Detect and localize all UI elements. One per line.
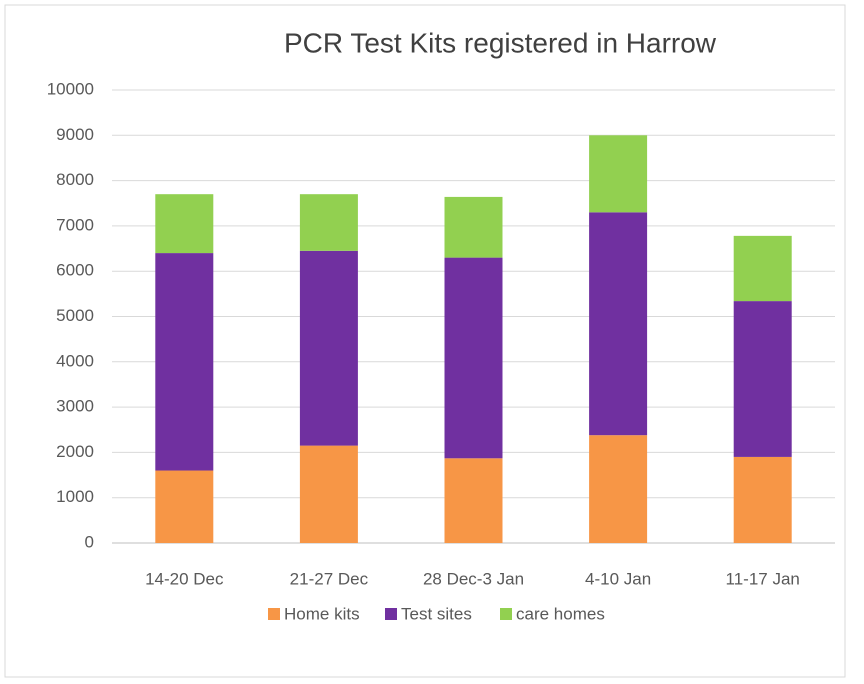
bar-segment — [299, 445, 358, 543]
x-tick-label: 14-20 Dec — [145, 569, 224, 588]
y-tick-label: 4000 — [56, 351, 94, 370]
bar-segment — [155, 470, 214, 543]
bar-segment — [589, 135, 648, 213]
legend-label: Test sites — [401, 604, 472, 623]
bar-segment — [444, 257, 503, 459]
y-tick-label: 6000 — [56, 261, 94, 280]
bar-segment — [733, 235, 792, 302]
bar-segment — [155, 194, 214, 254]
legend-swatch — [500, 608, 512, 620]
x-tick-label: 21-27 Dec — [290, 569, 369, 588]
bar-segment — [444, 196, 503, 258]
y-tick-label: 0 — [85, 532, 94, 551]
bar-segment — [589, 212, 648, 436]
y-tick-label: 10000 — [47, 79, 94, 98]
chart-title: PCR Test Kits registered in Harrow — [284, 27, 717, 58]
x-tick-label: 11-17 Jan — [726, 569, 800, 588]
bar-segment — [155, 253, 214, 471]
y-tick-label: 2000 — [56, 442, 94, 461]
legend-swatch — [268, 608, 280, 620]
y-tick-label: 7000 — [56, 215, 94, 234]
legend-label: Home kits — [284, 604, 360, 623]
chart-frame — [4, 4, 846, 678]
x-tick-label: 28 Dec-3 Jan — [423, 569, 524, 588]
y-tick-label: 5000 — [56, 306, 94, 325]
y-tick-label: 3000 — [56, 397, 94, 416]
x-tick-label: 4-10 Jan — [585, 569, 651, 588]
bar-segment — [733, 456, 792, 543]
legend-label: care homes — [516, 604, 605, 623]
bar-segment — [299, 250, 358, 446]
y-tick-label: 8000 — [56, 170, 94, 189]
bar-segment — [444, 458, 503, 543]
y-tick-label: 9000 — [56, 125, 94, 144]
bar-segment — [299, 194, 358, 251]
legend-swatch — [385, 608, 397, 620]
y-tick-label: 1000 — [56, 487, 94, 506]
bar-segment — [589, 435, 648, 543]
bar-segment — [733, 301, 792, 457]
